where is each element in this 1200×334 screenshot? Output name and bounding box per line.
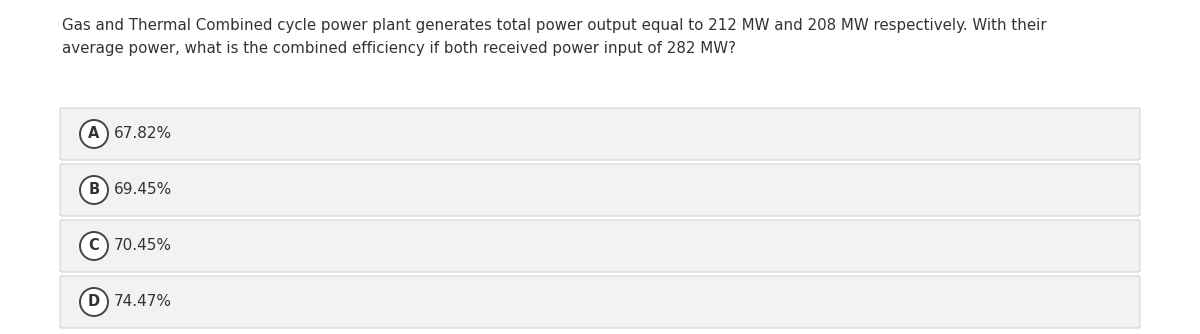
Circle shape <box>80 288 108 316</box>
FancyBboxPatch shape <box>60 276 1140 328</box>
Text: 69.45%: 69.45% <box>114 182 173 197</box>
FancyBboxPatch shape <box>60 220 1140 272</box>
Text: B: B <box>89 182 100 197</box>
Text: C: C <box>89 238 100 254</box>
Circle shape <box>80 232 108 260</box>
Text: 74.47%: 74.47% <box>114 295 172 310</box>
Text: 67.82%: 67.82% <box>114 127 172 142</box>
Text: D: D <box>88 295 100 310</box>
FancyBboxPatch shape <box>60 164 1140 216</box>
FancyBboxPatch shape <box>60 108 1140 160</box>
Text: Gas and Thermal Combined cycle power plant generates total power output equal to: Gas and Thermal Combined cycle power pla… <box>62 18 1046 56</box>
Text: A: A <box>89 127 100 142</box>
Text: 70.45%: 70.45% <box>114 238 172 254</box>
Circle shape <box>80 120 108 148</box>
Circle shape <box>80 176 108 204</box>
